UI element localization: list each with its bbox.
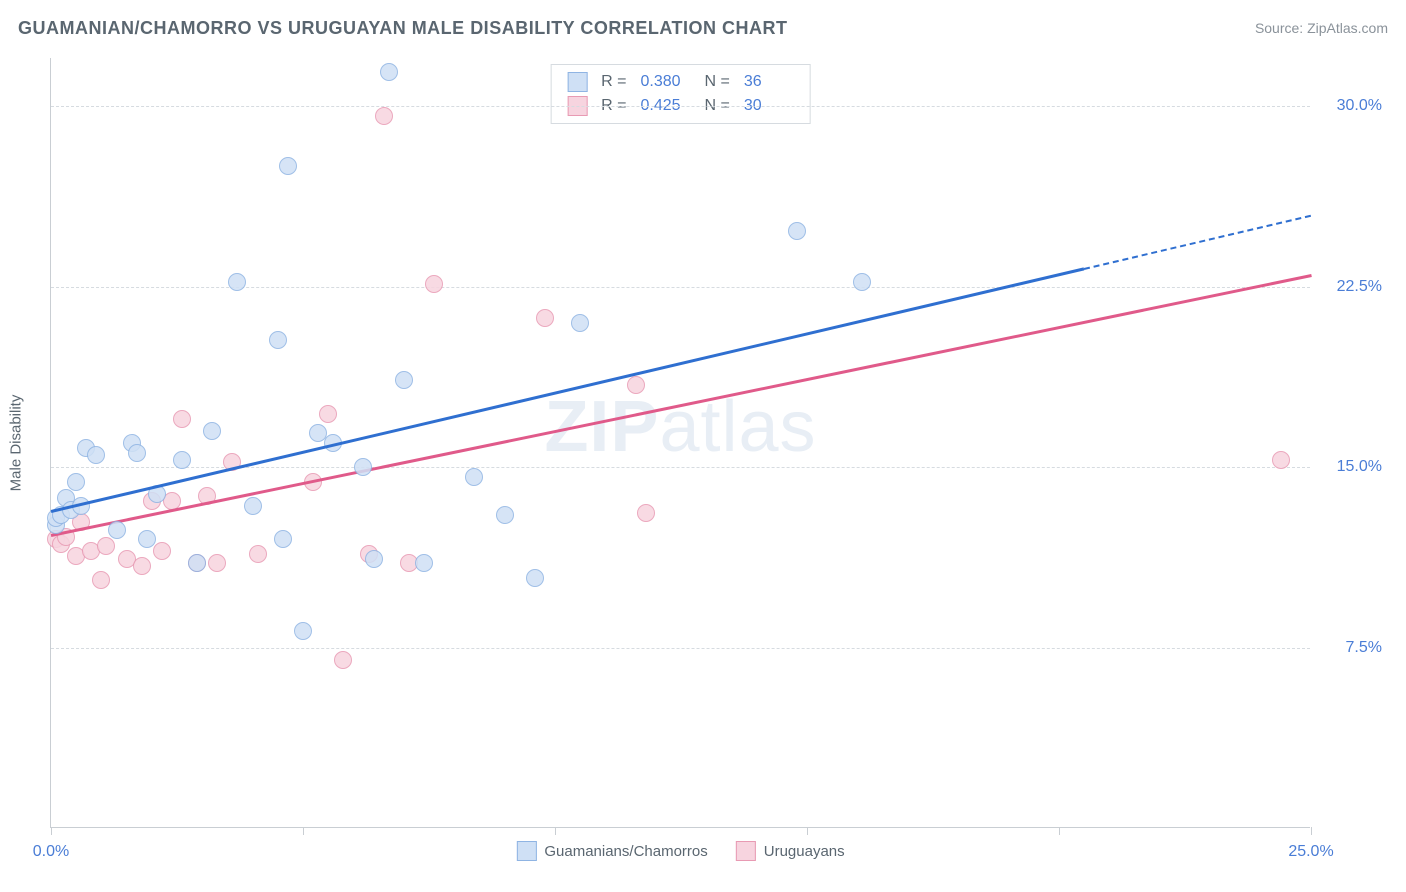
data-point <box>526 569 544 587</box>
data-point <box>67 473 85 491</box>
r-value-0: 0.380 <box>641 73 691 91</box>
data-point <box>365 550 383 568</box>
chart-title: GUAMANIAN/CHAMORRO VS URUGUAYAN MALE DIS… <box>18 18 788 39</box>
legend-item-1: Uruguayans <box>736 841 845 861</box>
data-point <box>208 554 226 572</box>
data-point <box>319 405 337 423</box>
stats-legend: R = 0.380 N = 36 R = 0.425 N = 30 <box>550 64 811 124</box>
data-point <box>173 410 191 428</box>
data-point <box>269 331 287 349</box>
x-tick <box>1311 827 1312 835</box>
x-tick <box>555 827 556 835</box>
grid-line <box>51 106 1310 107</box>
y-tick-label: 15.0% <box>1322 458 1382 476</box>
data-point <box>853 273 871 291</box>
data-point <box>173 451 191 469</box>
r-label: R = <box>601 73 626 91</box>
y-tick-label: 7.5% <box>1322 639 1382 657</box>
data-point <box>415 554 433 572</box>
y-axis-title: Male Disability <box>8 394 25 491</box>
n-label: N = <box>705 73 730 91</box>
data-point <box>380 63 398 81</box>
swatch-icon <box>736 841 756 861</box>
data-point <box>536 309 554 327</box>
data-point <box>571 314 589 332</box>
data-point <box>228 273 246 291</box>
data-point <box>87 446 105 464</box>
y-tick-label: 30.0% <box>1322 97 1382 115</box>
trend-line <box>51 275 1312 537</box>
data-point <box>274 530 292 548</box>
data-point <box>188 554 206 572</box>
legend-label-1: Uruguayans <box>764 843 845 860</box>
data-point <box>138 530 156 548</box>
x-tick-label: 25.0% <box>1288 843 1333 861</box>
data-point <box>1272 451 1290 469</box>
data-point <box>788 222 806 240</box>
data-point <box>425 275 443 293</box>
data-point <box>334 651 352 669</box>
swatch-icon <box>516 841 536 861</box>
data-point <box>637 504 655 522</box>
source-label: Source: ZipAtlas.com <box>1255 20 1388 36</box>
bottom-legend: Guamanians/Chamorros Uruguayans <box>516 841 844 861</box>
data-point <box>627 376 645 394</box>
legend-label-0: Guamanians/Chamorros <box>544 843 707 860</box>
x-tick <box>1059 827 1060 835</box>
data-point <box>279 157 297 175</box>
x-tick <box>303 827 304 835</box>
data-point <box>203 422 221 440</box>
data-point <box>92 571 110 589</box>
swatch-0 <box>567 72 587 92</box>
x-tick-label: 0.0% <box>33 843 69 861</box>
data-point <box>375 107 393 125</box>
trend-line <box>1084 214 1311 269</box>
data-point <box>133 557 151 575</box>
data-point <box>354 458 372 476</box>
data-point <box>249 545 267 563</box>
legend-item-0: Guamanians/Chamorros <box>516 841 707 861</box>
n-value-0: 36 <box>744 73 794 91</box>
data-point <box>395 371 413 389</box>
y-tick-label: 22.5% <box>1322 278 1382 296</box>
data-point <box>128 444 146 462</box>
x-tick <box>51 827 52 835</box>
chart-plot-area: Male Disability ZIPatlas R = 0.380 N = 3… <box>50 58 1310 828</box>
stats-row-0: R = 0.380 N = 36 <box>567 70 794 94</box>
data-point <box>496 506 514 524</box>
data-point <box>153 542 171 560</box>
watermark: ZIPatlas <box>544 386 816 468</box>
data-point <box>97 537 115 555</box>
data-point <box>244 497 262 515</box>
data-point <box>465 468 483 486</box>
x-tick <box>807 827 808 835</box>
data-point <box>294 622 312 640</box>
grid-line <box>51 648 1310 649</box>
data-point <box>108 521 126 539</box>
trend-line <box>51 268 1085 513</box>
